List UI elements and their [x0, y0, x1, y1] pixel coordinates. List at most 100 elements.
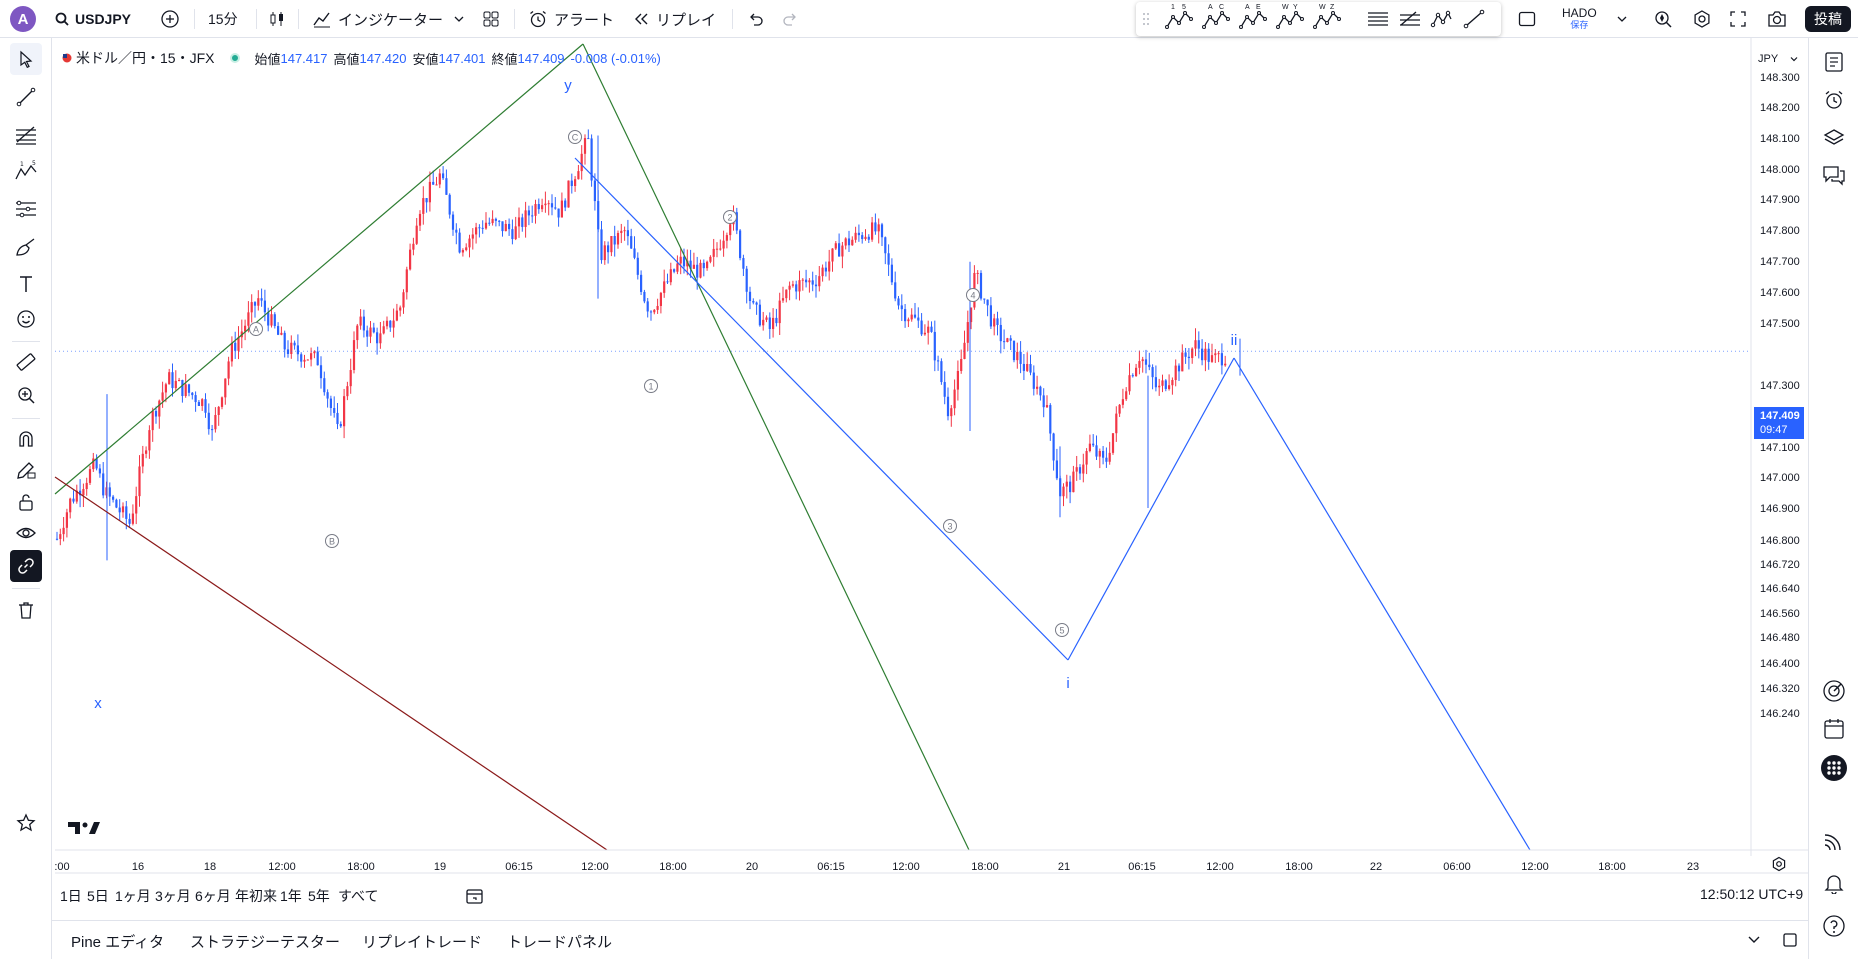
- range-button[interactable]: 5年: [308, 888, 330, 904]
- compare-button[interactable]: [160, 0, 180, 38]
- range-button[interactable]: 3ヶ月: [155, 888, 191, 904]
- tab-pine-editor[interactable]: Pine エディタ: [71, 934, 165, 951]
- trend-line-tool-button[interactable]: [10, 81, 42, 113]
- indicators-dropdown[interactable]: [454, 0, 464, 38]
- tab-strategy-tester[interactable]: ストラテジーテスター: [190, 934, 341, 951]
- pattern-icon[interactable]: [1430, 9, 1454, 29]
- fullscreen-button[interactable]: [1729, 0, 1747, 38]
- range-button[interactable]: 6ヶ月: [195, 888, 231, 904]
- chevron-down-icon[interactable]: [1747, 933, 1761, 947]
- candle-body: [640, 274, 643, 292]
- cursor-tool-button[interactable]: [10, 43, 42, 75]
- range-button[interactable]: 5日: [87, 888, 109, 904]
- snapshot-button[interactable]: [1766, 0, 1788, 38]
- undo-button[interactable]: [746, 0, 764, 38]
- candle-body: [709, 256, 712, 262]
- calendar-button[interactable]: [1818, 713, 1850, 745]
- candle-body: [590, 138, 593, 181]
- chats-button[interactable]: [1818, 159, 1850, 191]
- settings-button[interactable]: [1692, 0, 1712, 38]
- candle-body: [418, 213, 422, 226]
- cursor-arrow-icon: [20, 50, 33, 68]
- chevron-down-icon: [454, 16, 464, 22]
- candle-body: [1088, 443, 1091, 452]
- candle-body: [630, 236, 633, 249]
- tradingview-logo-icon[interactable]: [68, 820, 100, 836]
- candle-body: [1121, 399, 1124, 405]
- interval-button[interactable]: 15分: [208, 11, 238, 27]
- user-avatar[interactable]: A: [10, 6, 36, 32]
- range-button[interactable]: すべて: [338, 888, 379, 904]
- tab-trade-panel[interactable]: トレードパネル: [507, 934, 613, 951]
- brush-tool-button[interactable]: [10, 231, 42, 263]
- post-button[interactable]: 投稿: [1805, 6, 1851, 32]
- stay-drawing-button[interactable]: [10, 454, 42, 486]
- candle-body: [425, 198, 428, 203]
- rectangle-tool-button[interactable]: [1517, 0, 1537, 38]
- quick-search-button[interactable]: [1653, 0, 1673, 38]
- screener-button[interactable]: [1818, 675, 1850, 707]
- remove-drawings-button[interactable]: [10, 594, 42, 626]
- layout-name-button[interactable]: HADO 保存: [1562, 0, 1597, 38]
- layouts-button[interactable]: [482, 0, 500, 38]
- text-tool-button[interactable]: [10, 268, 42, 300]
- replay-button[interactable]: リプレイ: [632, 0, 716, 38]
- low-value: 147.401: [438, 50, 486, 66]
- favorites-toolbar-button[interactable]: [10, 807, 42, 839]
- drag-handle-icon[interactable]: [1142, 11, 1150, 27]
- goto-date-icon[interactable]: [465, 886, 485, 906]
- axis-settings-gear-icon[interactable]: [1771, 856, 1787, 872]
- trend-line-icon[interactable]: [1462, 9, 1486, 29]
- series-title[interactable]: 米ドル／円・15・JFX: [76, 50, 215, 66]
- maximize-panel-icon[interactable]: [1782, 932, 1798, 948]
- candle-body: [128, 518, 131, 524]
- stream-button[interactable]: [1818, 825, 1850, 857]
- parallel-lines-icon[interactable]: [1366, 9, 1390, 29]
- watchlist-button[interactable]: [1818, 46, 1850, 78]
- candle-body: [593, 180, 596, 202]
- products-button[interactable]: [1818, 752, 1850, 784]
- fib-retracement-icon[interactable]: [1398, 9, 1422, 29]
- tab-replay-trade[interactable]: リプレイトレード: [362, 934, 483, 951]
- time-tick-label: 12:00: [1521, 861, 1549, 873]
- currency-selector[interactable]: JPY: [1752, 48, 1804, 70]
- range-button[interactable]: 1日: [60, 888, 82, 904]
- hide-drawings-button[interactable]: [10, 517, 42, 549]
- projection-tool-button[interactable]: [10, 193, 42, 225]
- fib-tool-button[interactable]: [10, 119, 42, 151]
- symbol-search-button[interactable]: USDJPY: [55, 0, 131, 38]
- alerts-panel-button[interactable]: [1818, 84, 1850, 116]
- wave-label-A: A: [249, 322, 263, 336]
- time-tick-label: 20: [746, 861, 758, 873]
- range-button[interactable]: 1年: [280, 888, 302, 904]
- notifications-button[interactable]: [1818, 867, 1850, 899]
- alert-button[interactable]: アラート: [528, 0, 614, 38]
- layout-menu-button[interactable]: [1617, 0, 1627, 38]
- time-tick-label: 12:00: [268, 861, 296, 873]
- time-axis[interactable]: :00 16 18 12:00 18:00 19 06:15 12:00 18:00 20 06:1…: [54, 849, 1808, 874]
- lock-drawings-button[interactable]: [10, 486, 42, 518]
- object-tree-button[interactable]: [1818, 122, 1850, 154]
- magnet-tool-button[interactable]: [10, 423, 42, 455]
- range-button[interactable]: 年初来: [235, 888, 277, 904]
- range-button[interactable]: 1ヶ月: [115, 888, 151, 904]
- price-axis[interactable]: 148.300 148.200 148.100 148.000 147.900 147.8…: [1750, 38, 1800, 856]
- measure-tool-button[interactable]: [10, 346, 42, 378]
- indicators-button[interactable]: インジケーター: [312, 0, 443, 38]
- clock-timezone[interactable]: 12:50:12 UTC+9: [1700, 886, 1804, 902]
- candle-body: [913, 314, 917, 318]
- zoom-tool-button[interactable]: [10, 379, 42, 411]
- emoji-tool-button[interactable]: [10, 303, 42, 335]
- redo-button[interactable]: [782, 0, 800, 38]
- candle-body: [715, 248, 719, 250]
- sync-drawings-button[interactable]: [10, 550, 42, 582]
- help-button[interactable]: [1818, 910, 1850, 942]
- chart-type-button[interactable]: [268, 0, 286, 38]
